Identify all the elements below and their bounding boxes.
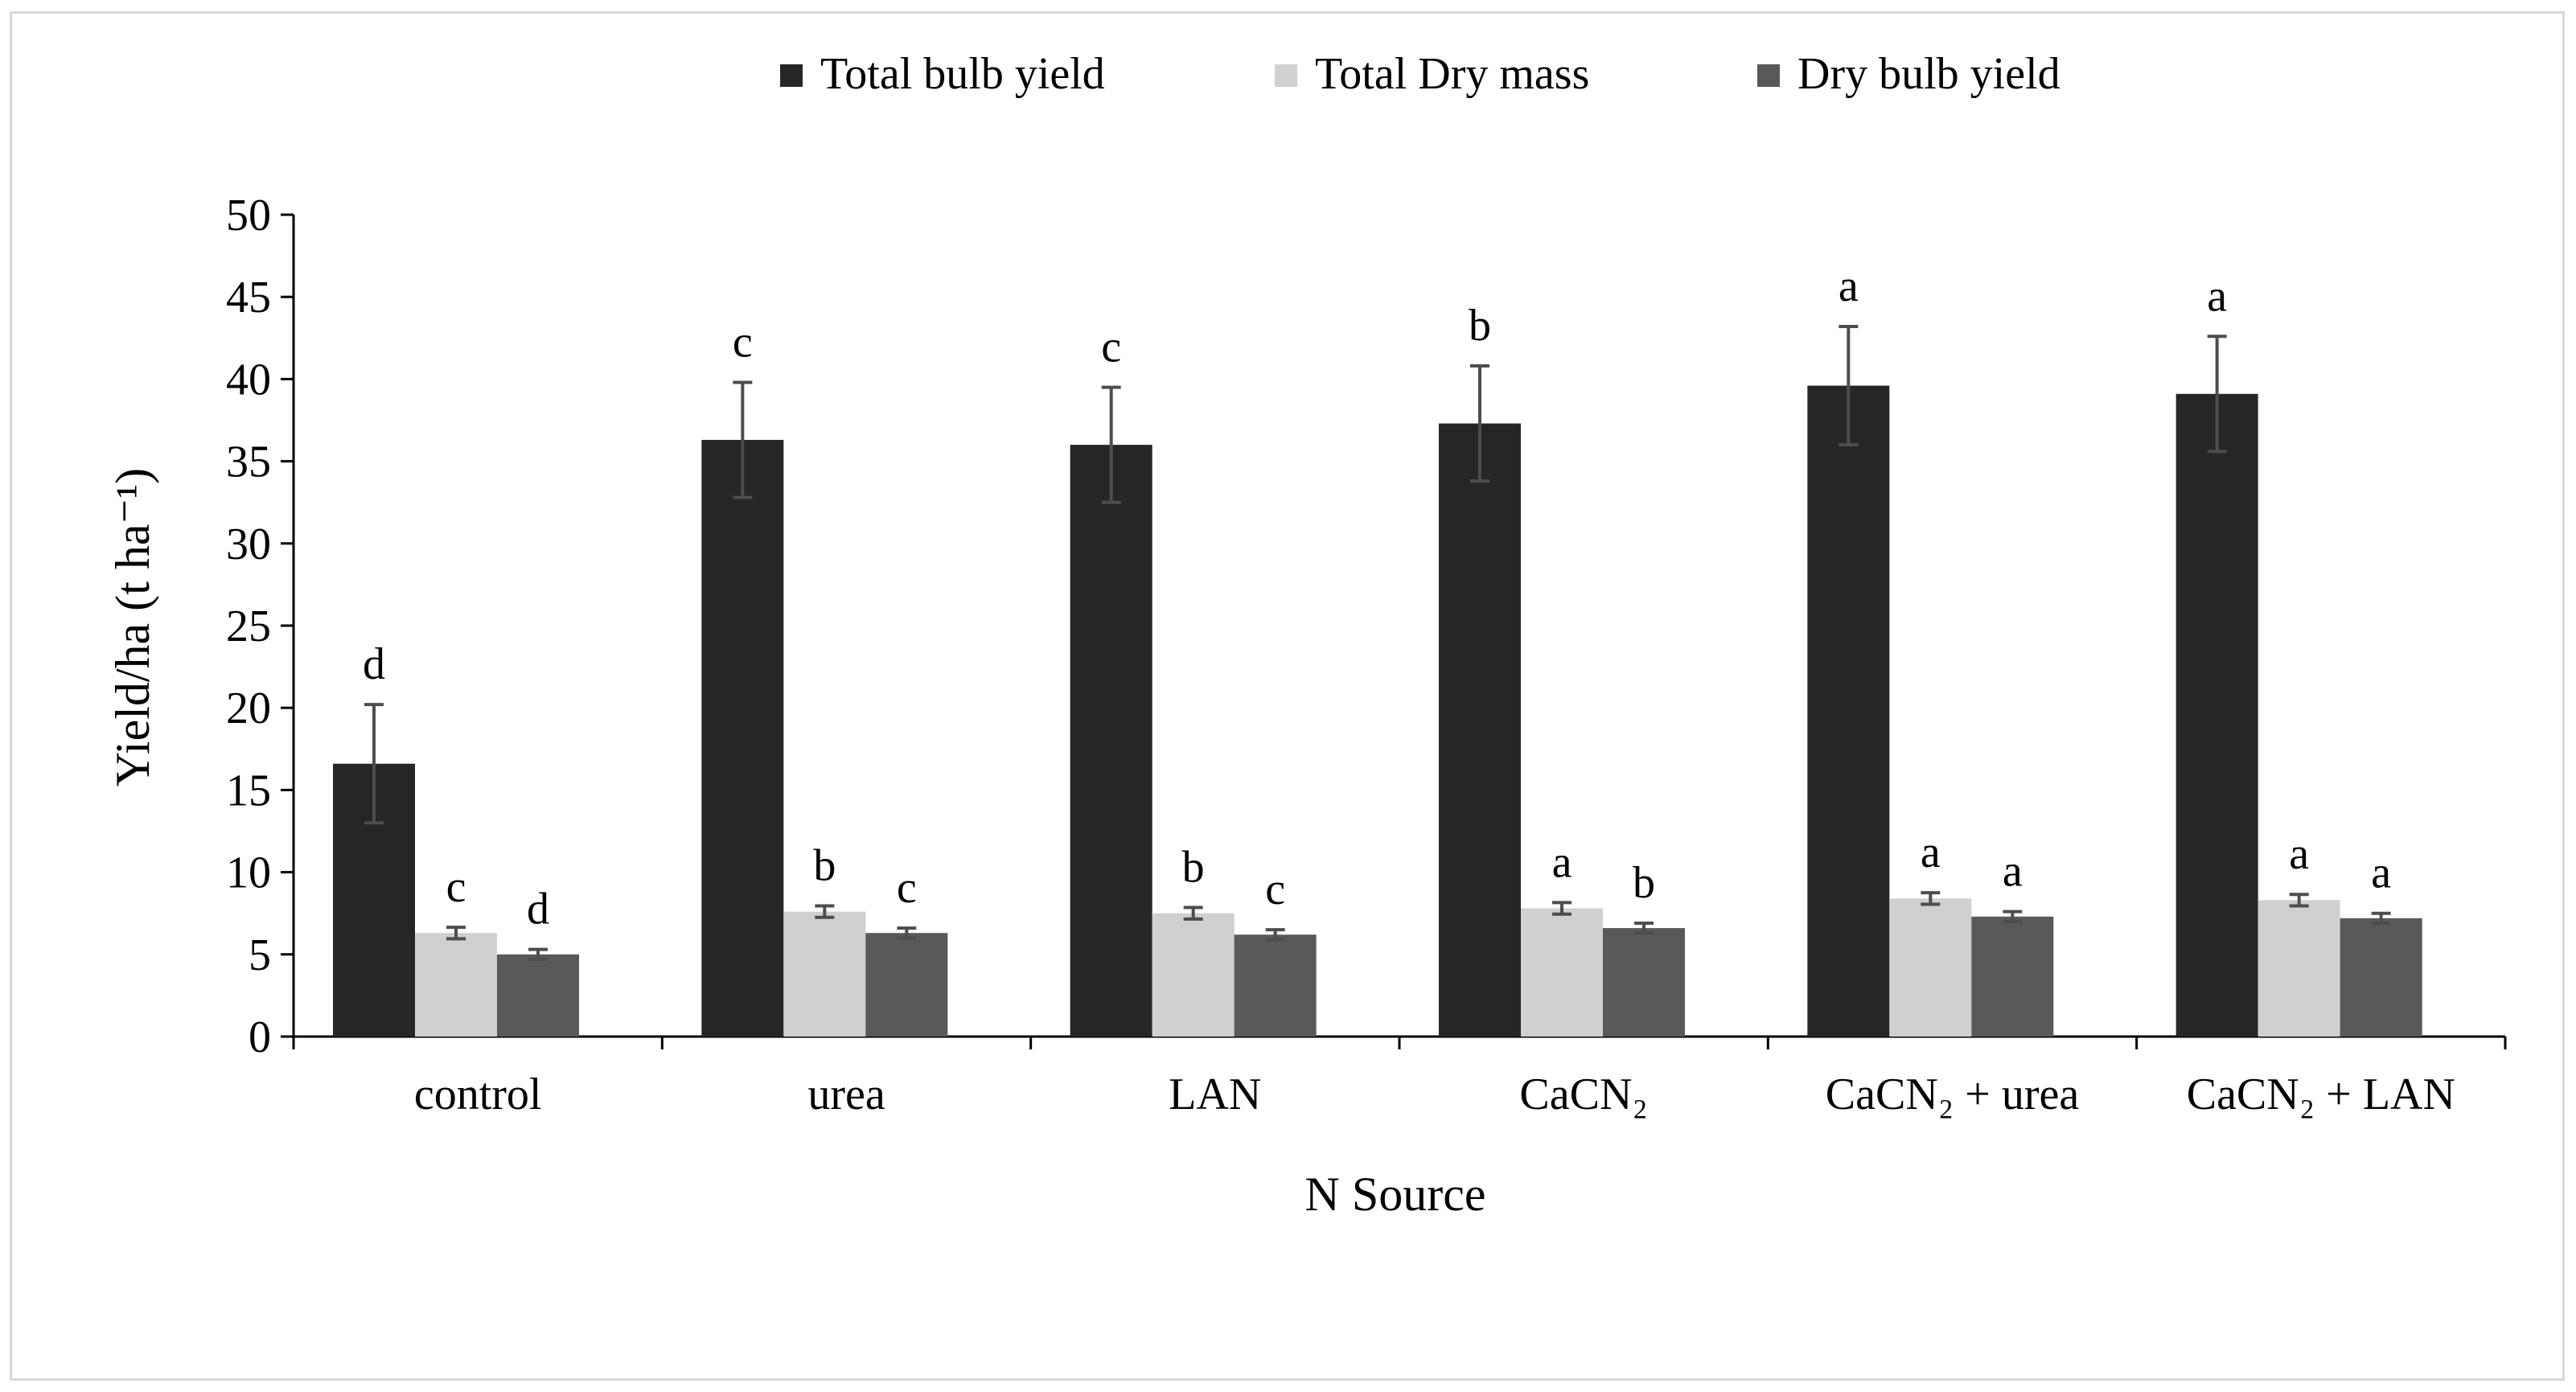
- bars: d c d c b c c b c b a b a a a a a a: [333, 261, 2422, 1037]
- significance-letter: a: [1552, 837, 1572, 887]
- significance-letter: b: [1633, 858, 1655, 908]
- bar: [2258, 900, 2340, 1037]
- bar: [701, 440, 784, 1037]
- y-tick-label: 5: [249, 930, 271, 980]
- significance-letter: a: [2003, 847, 2023, 897]
- x-tick-label: CaCN₂ + urea: [1826, 1070, 2080, 1119]
- x-tick-label: CaCN₂: [1519, 1070, 1648, 1119]
- chart-frame: [10, 11, 2565, 1381]
- bar: [1070, 445, 1152, 1037]
- significance-letter: b: [813, 841, 836, 891]
- significance-letter: c: [733, 317, 753, 367]
- bar: [1971, 916, 2054, 1037]
- bar: [1889, 898, 1972, 1037]
- significance-letter: a: [2289, 829, 2309, 879]
- bar: [865, 933, 948, 1037]
- legend-label-total-bulb-yield: Total bulb yield: [820, 49, 1105, 99]
- y-tick-label: 30: [226, 519, 271, 569]
- legend-swatch-total-dry-mass: [1275, 64, 1297, 87]
- significance-letter: c: [1101, 322, 1121, 372]
- y-tick-label: 45: [226, 273, 271, 322]
- legend-label-total-dry-mass: Total Dry mass: [1315, 49, 1589, 99]
- bar: [2175, 393, 2258, 1037]
- significance-letter: c: [1265, 864, 1285, 914]
- bar: [1234, 934, 1317, 1037]
- y-tick-label: 15: [226, 766, 271, 815]
- bar: [497, 954, 579, 1037]
- y-tick-label: 40: [226, 355, 271, 404]
- bar: [783, 911, 866, 1037]
- significance-letter: b: [1469, 301, 1491, 351]
- x-tick-label: CaCN₂ + LAN: [2187, 1070, 2455, 1119]
- significance-letter: a: [2371, 848, 2391, 898]
- x-tick-label: urea: [807, 1070, 885, 1119]
- y-axis-title: Yield/ha (t ha⁻¹): [106, 468, 159, 786]
- y-tick-label: 35: [226, 437, 271, 487]
- bar: [1439, 423, 1521, 1037]
- legend-swatch-total-bulb-yield: [780, 64, 803, 87]
- y-tick-label: 25: [226, 602, 271, 651]
- significance-letter: c: [897, 863, 917, 913]
- x-tick-label: control: [414, 1070, 542, 1119]
- significance-letter: c: [446, 862, 466, 912]
- bar: [1807, 385, 1890, 1037]
- significance-letter: a: [1839, 261, 1859, 311]
- x-axis-title: N Source: [1305, 1168, 1486, 1221]
- significance-letter: a: [1921, 827, 1941, 877]
- significance-letter: a: [2207, 271, 2227, 321]
- y-tick-label: 50: [226, 191, 271, 240]
- bar: [1521, 908, 1603, 1037]
- legend: Total bulb yield Total Dry mass Dry bulb…: [780, 49, 2060, 99]
- y-tick-label: 0: [249, 1012, 271, 1062]
- legend-swatch-dry-bulb-yield: [1757, 64, 1780, 87]
- bar: [2340, 918, 2422, 1037]
- significance-letter: d: [527, 885, 549, 934]
- y-tick-label: 20: [226, 684, 271, 733]
- x-tick-label: LAN: [1169, 1070, 1261, 1119]
- x-axis: control urea LAN CaCN₂ CaCN₂ + urea CaCN₂ + L…: [292, 1035, 2507, 1119]
- y-axis: 0 5 10 15 20 25 30 35 40 45 50: [226, 191, 295, 1062]
- y-tick-label: 10: [226, 848, 271, 898]
- significance-letter: d: [363, 639, 385, 689]
- bar: [415, 933, 497, 1037]
- bar: [1603, 928, 1685, 1037]
- legend-label-dry-bulb-yield: Dry bulb yield: [1797, 49, 2060, 99]
- bar: [1152, 913, 1235, 1037]
- significance-letter: b: [1182, 843, 1205, 893]
